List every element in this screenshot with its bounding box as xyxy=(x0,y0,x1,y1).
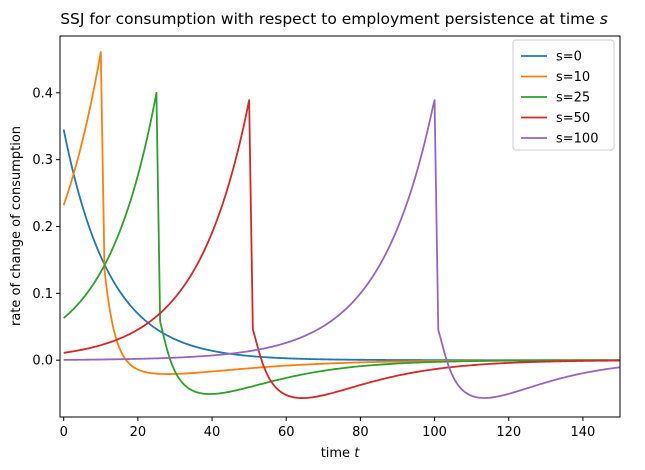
series-line-s-50 xyxy=(63,99,620,399)
chart-title-var: s xyxy=(600,10,608,28)
legend-label: s=10 xyxy=(556,70,590,85)
x-tick-label: 20 xyxy=(130,425,147,440)
legend-label: s=50 xyxy=(556,111,590,126)
chart-title: SSJ for consumption with respect to empl… xyxy=(60,10,608,28)
x-tick-label: 0 xyxy=(60,425,68,440)
x-axis-label-text: time xyxy=(321,446,350,461)
x-axis-label-var: t xyxy=(354,446,360,461)
legend-label: s=100 xyxy=(556,132,598,147)
series-line-s-0 xyxy=(62,129,620,362)
y-tick-label: 0.2 xyxy=(32,220,53,235)
legend-label: s=25 xyxy=(556,91,590,106)
x-tick-label: 80 xyxy=(352,425,369,440)
legend-label: s=0 xyxy=(556,50,582,65)
y-tick-label: 0.1 xyxy=(32,287,53,302)
x-tick-label: 100 xyxy=(422,425,447,440)
series-line-s-25 xyxy=(63,91,620,395)
x-tick-label: 120 xyxy=(496,425,521,440)
x-tick-label: 40 xyxy=(204,425,221,440)
x-axis-label: time t xyxy=(321,446,361,461)
series-line-s-100 xyxy=(63,99,620,399)
legend-frame xyxy=(512,39,615,151)
chart-title-text: SSJ for consumption with respect to empl… xyxy=(60,10,595,28)
legend: s=0 s=10 s=25 s=50 s=100 xyxy=(512,39,615,151)
y-axis-label: rate of change of consumption xyxy=(9,126,24,326)
y-tick-label: 0.0 xyxy=(32,354,53,369)
x-tick-label: 60 xyxy=(278,425,295,440)
y-tick-label: 0.4 xyxy=(32,86,53,101)
y-tick-label: 0.3 xyxy=(32,153,53,168)
x-tick-label: 140 xyxy=(570,425,595,440)
